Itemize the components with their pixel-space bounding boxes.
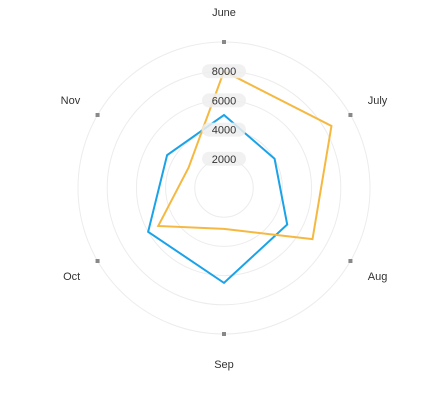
spoke-marker — [222, 40, 226, 44]
radial-tick-labels: 2000 4000 6000 8000 — [202, 64, 246, 166]
radial-tick-label: 4000 — [212, 125, 236, 137]
spoke-marker — [348, 259, 353, 263]
grid-ring — [77, 41, 371, 335]
radial-tick-label: 6000 — [212, 95, 236, 107]
axis-label-july: July — [368, 95, 388, 107]
grid-rings — [77, 41, 371, 335]
radial-tick-label: 8000 — [212, 66, 236, 78]
axis-label-june: June — [212, 7, 236, 19]
axis-label-sep: Sep — [214, 359, 234, 371]
spoke-markers — [95, 40, 353, 336]
spoke-marker — [95, 259, 100, 263]
spoke-marker — [95, 113, 100, 117]
spoke-marker — [348, 113, 353, 117]
series-layer — [147, 69, 333, 285]
grid-ring — [194, 158, 254, 218]
radial-tick-label: 2000 — [212, 154, 236, 166]
radial-tick-bg — [202, 93, 246, 108]
radial-tick-bg — [202, 122, 246, 137]
spoke-marker — [222, 332, 226, 336]
radial-tick-bg — [202, 64, 246, 79]
series-line-2 — [156, 69, 333, 241]
axis-label-aug: Aug — [368, 271, 388, 283]
axis-labels: June July Aug Sep Oct Nov — [61, 7, 388, 371]
radial-tick-bg — [202, 151, 246, 166]
axis-label-nov: Nov — [61, 95, 81, 107]
axis-label-oct: Oct — [63, 271, 80, 283]
series-line-1 — [147, 113, 289, 285]
